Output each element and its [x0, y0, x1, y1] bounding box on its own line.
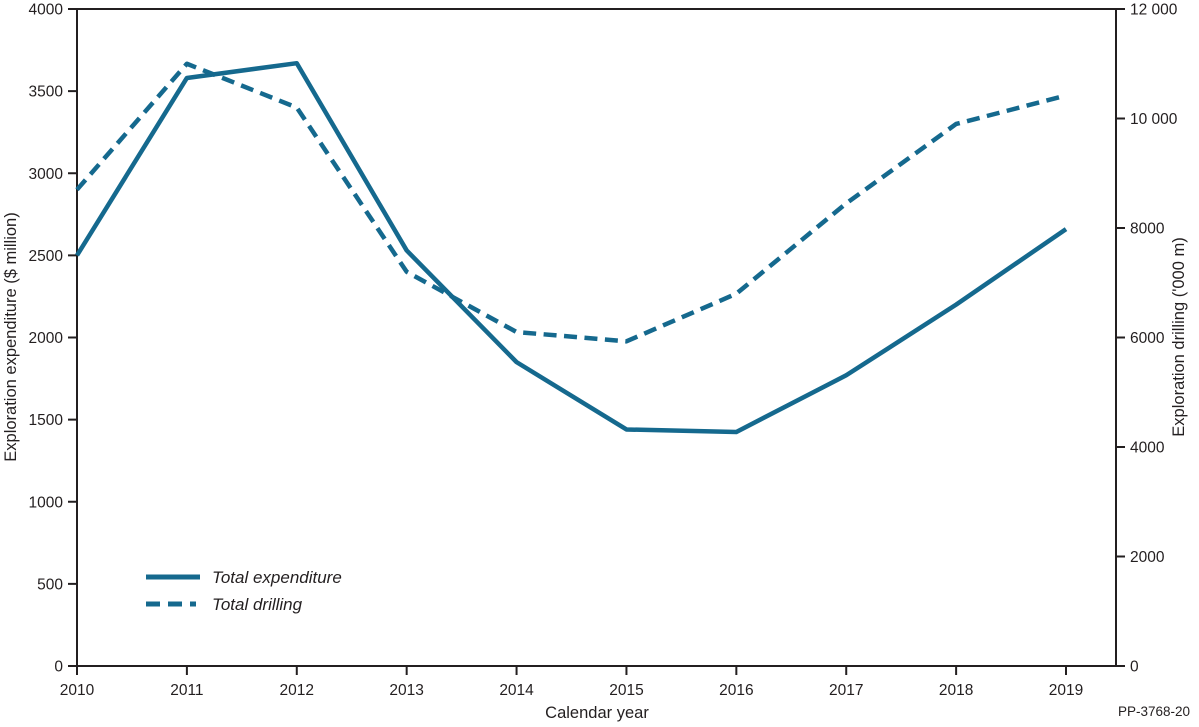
- y-left-tick-label: 2500: [29, 248, 64, 265]
- y-left-tick-label: 500: [37, 576, 63, 593]
- y-left-tick-label: 1500: [29, 412, 64, 429]
- y-left-tick-label: 3000: [29, 166, 64, 183]
- y-axis-right-title: Exploration drilling ('000 m): [1170, 237, 1188, 436]
- y-right-tick-label: 10 000: [1130, 111, 1178, 128]
- plot-frame: [76, 8, 1117, 667]
- axis-ticks: 2010 2011 2012 2013 2014 2015 2016 2017 2018 2019…: [29, 2, 1178, 700]
- figure-number: PP-3768-20: [1118, 704, 1190, 719]
- x-tick-label: 2013: [389, 682, 423, 699]
- data-series-lines: [75, 60, 1068, 435]
- series-line-total-drilling: [75, 61, 1067, 344]
- y-right-tick-label: 8000: [1130, 221, 1165, 238]
- x-tick-label: 2010: [60, 682, 95, 699]
- y-right-tick-label: 0: [1130, 659, 1139, 676]
- y-right-tick-label: 4000: [1130, 440, 1165, 457]
- legend-label-drilling: Total drilling: [212, 595, 303, 614]
- legend: Total expenditure Total drilling: [146, 568, 342, 614]
- y-left-tick-label: 4000: [29, 2, 64, 19]
- y-left-tick-label: 2000: [29, 330, 64, 347]
- x-tick-label: 2019: [1049, 682, 1083, 699]
- series-line-total-expenditure: [75, 60, 1068, 435]
- x-tick-label: 2015: [609, 682, 643, 699]
- x-axis-title: Calendar year: [545, 704, 649, 722]
- y-left-tick-label: 0: [54, 659, 63, 676]
- x-tick-label: 2016: [719, 682, 753, 699]
- x-tick-label: 2014: [499, 682, 534, 699]
- x-tick-label: 2011: [170, 682, 203, 699]
- y-left-tick-label: 3500: [29, 84, 64, 101]
- y-right-tick-label: 12 000: [1130, 2, 1178, 19]
- y-axis-left-title: Exploration expenditure ($ million): [2, 212, 20, 461]
- x-tick-label: 2017: [829, 682, 863, 699]
- y-right-tick-label: 2000: [1130, 549, 1165, 566]
- y-left-tick-label: 1000: [29, 494, 64, 511]
- y-right-tick-label: 6000: [1130, 330, 1165, 347]
- legend-label-expenditure: Total expenditure: [212, 568, 342, 587]
- x-tick-label: 2018: [939, 682, 973, 699]
- x-tick-label: 2012: [280, 682, 314, 699]
